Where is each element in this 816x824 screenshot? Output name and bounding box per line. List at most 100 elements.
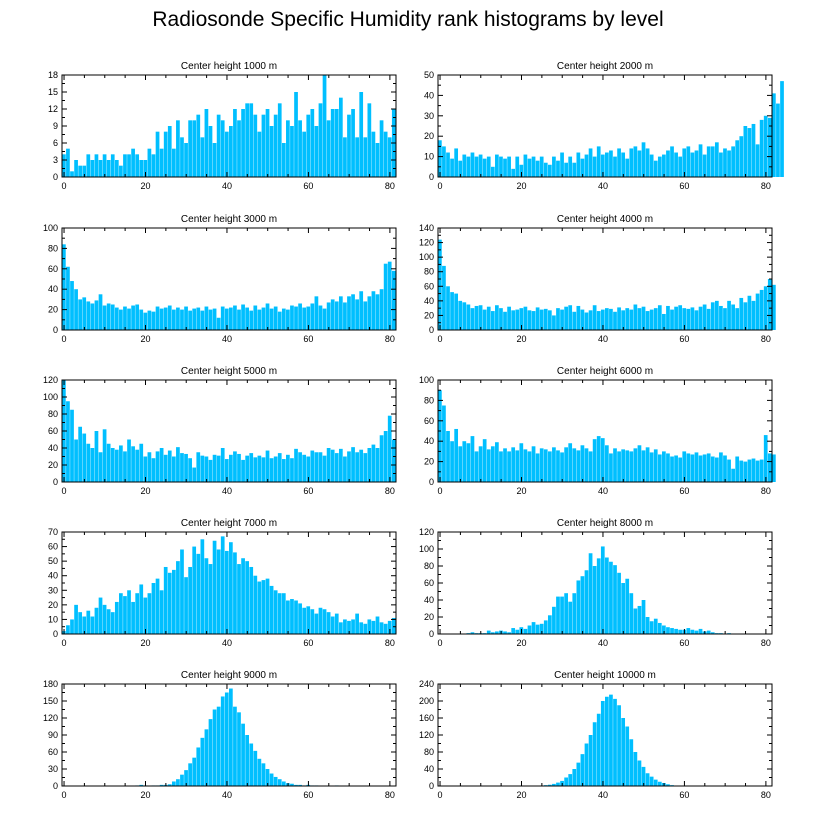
x-tick-label: 80 — [761, 486, 771, 496]
histogram-bar — [466, 304, 471, 330]
histogram-bar — [511, 447, 516, 482]
histogram-bar — [454, 293, 459, 330]
histogram-bar — [90, 616, 95, 634]
histogram-bar — [535, 307, 540, 330]
histogram-bar — [767, 117, 772, 177]
histogram-panel: Center height 6000 m 0 20 40 60 80 0 20 40 60 80 10… — [419, 366, 776, 496]
histogram-bar — [605, 696, 609, 786]
histogram-bar — [363, 301, 368, 330]
histogram-bar — [645, 773, 650, 786]
histogram-bar — [106, 443, 111, 482]
histogram-bar — [106, 160, 111, 177]
histogram-bar — [286, 309, 290, 330]
histogram-bar — [159, 448, 164, 482]
histogram-bar — [719, 452, 723, 482]
histogram-bar — [330, 449, 335, 482]
histogram-bar — [596, 558, 601, 634]
histogram-bar — [363, 137, 368, 177]
histogram-bar — [188, 566, 192, 634]
histogram-bar — [220, 536, 225, 634]
y-tick-label: 40 — [424, 296, 434, 306]
histogram-bar — [180, 549, 184, 634]
histogram-bar — [527, 625, 532, 634]
y-tick-label: 140 — [419, 223, 434, 233]
histogram-bar — [503, 311, 507, 330]
histogram-bar — [690, 307, 695, 330]
histogram-bar — [208, 719, 213, 786]
histogram-bar — [625, 158, 630, 177]
histogram-bar — [98, 294, 103, 330]
histogram-bar — [490, 311, 495, 330]
histogram-bar — [249, 743, 254, 786]
histogram-bar — [131, 601, 135, 634]
histogram-bar — [229, 688, 233, 786]
histogram-bar — [371, 291, 376, 330]
histogram-bar — [710, 632, 715, 634]
histogram-bar — [184, 577, 188, 634]
histogram-bar — [486, 156, 491, 177]
histogram-bar — [698, 628, 703, 634]
histogram-bar — [114, 160, 119, 177]
y-tick-label: 40 — [48, 284, 58, 294]
y-tick-label: 120 — [419, 730, 434, 740]
histogram-bar — [568, 305, 573, 330]
histogram-bar — [523, 628, 528, 634]
histogram-bar — [625, 578, 630, 634]
histogram-bar — [273, 114, 278, 177]
histogram-bar — [237, 120, 241, 177]
histogram-bar — [719, 152, 723, 177]
histogram-bar — [625, 308, 630, 330]
y-tick-label: 120 — [43, 713, 58, 723]
histogram-bar — [216, 317, 221, 330]
histogram-bar — [167, 450, 172, 482]
histogram-bar — [580, 309, 585, 330]
histogram-bar — [163, 566, 168, 634]
histogram-bar — [731, 146, 735, 177]
x-tick-label: 0 — [62, 790, 67, 800]
x-tick-label: 0 — [62, 638, 67, 648]
histogram-bar — [629, 739, 634, 786]
histogram-bar — [637, 445, 642, 482]
histogram-bar — [568, 774, 573, 786]
x-tick-label: 60 — [303, 638, 313, 648]
x-tick-label: 20 — [516, 486, 526, 496]
histogram-bar — [653, 160, 658, 177]
histogram-bar — [286, 120, 290, 177]
histogram-bar — [678, 305, 683, 330]
histogram-bar — [450, 158, 454, 177]
histogram-bar — [662, 313, 666, 330]
y-tick-label: 120 — [43, 375, 58, 385]
histogram-bar — [613, 698, 617, 787]
histogram-bar — [723, 308, 727, 330]
y-tick-label: 20 — [48, 600, 58, 610]
histogram-bar — [547, 784, 552, 786]
histogram-bar — [318, 452, 323, 482]
histogram-bar — [564, 777, 568, 786]
histogram-bar — [438, 140, 442, 177]
histogram-bar — [123, 596, 127, 634]
histogram-bar — [572, 593, 577, 634]
histogram-bar — [347, 114, 351, 177]
histogram-bar — [649, 621, 654, 634]
y-tick-label: 40 — [48, 443, 58, 453]
histogram-bar — [237, 712, 241, 786]
histogram-bar — [613, 565, 617, 634]
histogram-bar — [391, 270, 396, 330]
histogram-bar — [507, 632, 511, 634]
histogram-bar — [224, 131, 229, 177]
histogram-bar — [338, 448, 343, 482]
histogram-bar — [617, 572, 621, 634]
histogram-bar — [629, 309, 634, 330]
histogram-bar — [135, 449, 140, 482]
histogram-bar — [94, 300, 99, 330]
histogram-bar — [747, 128, 752, 177]
histogram-bar — [90, 160, 95, 177]
histogram-bar — [245, 103, 250, 177]
histogram-bar — [66, 401, 70, 482]
histogram-bar — [257, 309, 262, 330]
histogram-bar — [670, 628, 674, 634]
histogram-bar — [212, 540, 217, 634]
histogram-bar — [277, 103, 282, 177]
histogram-bar — [343, 456, 347, 482]
histogram-bar — [74, 160, 78, 177]
